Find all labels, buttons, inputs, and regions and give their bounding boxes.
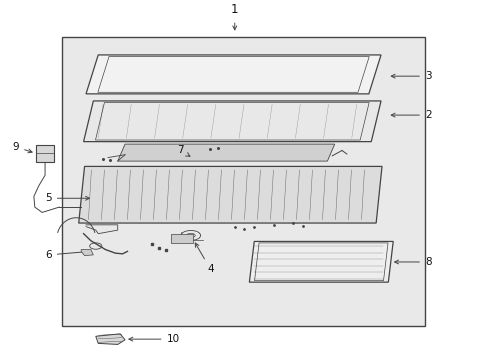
Polygon shape [79,166,381,223]
Text: 4: 4 [195,243,213,274]
Bar [171,234,193,243]
Polygon shape [118,144,334,161]
Text: 5: 5 [45,193,89,203]
Text: 7: 7 [177,145,189,156]
Polygon shape [81,249,93,256]
Polygon shape [249,242,392,282]
Polygon shape [83,101,380,141]
Text: 1: 1 [230,3,238,16]
Text: 10: 10 [129,334,179,344]
Text: 8: 8 [394,257,430,267]
Text: 3: 3 [390,71,430,81]
Text: 6: 6 [45,250,87,260]
Text: 2: 2 [390,110,430,120]
Bar [36,145,54,162]
Polygon shape [86,55,380,94]
Bar [61,37,424,326]
Text: 9: 9 [13,142,32,153]
Polygon shape [96,334,125,345]
